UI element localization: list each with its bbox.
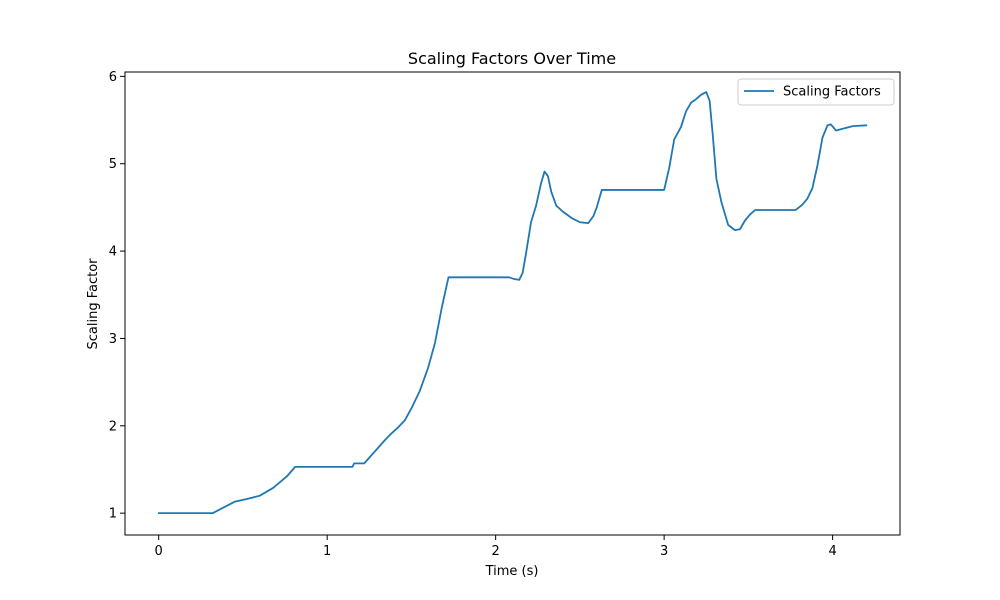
y-tick-label: 1: [109, 507, 117, 522]
y-tick-label: 2: [109, 419, 117, 434]
y-axis-label: Scaling Factor: [86, 258, 101, 350]
plot-frame: [124, 71, 901, 536]
y-tick-label: 5: [109, 157, 117, 172]
x-axis-label: Time (s): [485, 564, 539, 579]
x-tick-label: 0: [155, 544, 163, 559]
axis-ticks: 0 1 2 3 4 1 2 3 4 5 6: [109, 70, 837, 559]
legend: Scaling Factors: [737, 78, 895, 106]
chart-title: Scaling Factors Over Time: [408, 49, 616, 68]
x-tick-label: 3: [660, 544, 668, 559]
legend-box: [737, 78, 895, 106]
y-tick-label: 3: [109, 332, 117, 347]
legend-label: Scaling Factors: [783, 85, 881, 100]
x-tick-label: 2: [492, 544, 500, 559]
x-tick-label: 4: [828, 544, 836, 559]
series-line-0: [157, 91, 868, 515]
plot-area: [157, 91, 868, 515]
x-tick-label: 1: [323, 544, 331, 559]
y-tick-label: 4: [109, 245, 117, 260]
y-tick-label: 6: [109, 70, 117, 85]
